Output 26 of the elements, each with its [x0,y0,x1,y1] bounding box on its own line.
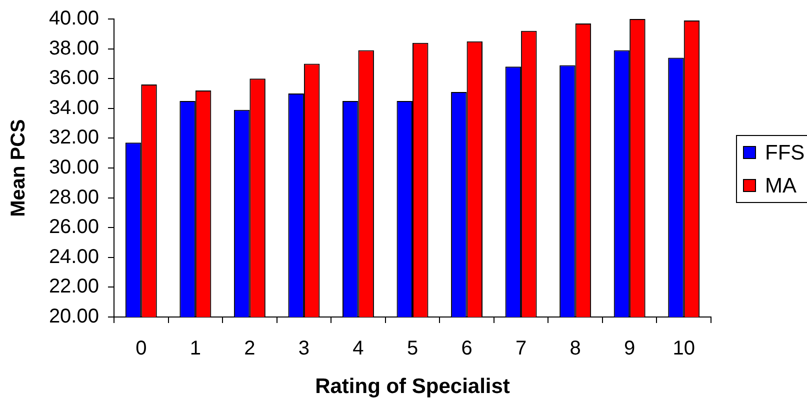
x-tick-label: 6 [461,338,472,360]
x-tick-label: 9 [624,338,636,360]
legend-label: FFS [765,141,805,164]
x-tick-label: 2 [244,338,256,360]
x-tick-label: 10 [672,338,695,360]
x-tick-label: 8 [570,338,581,360]
x-tick-label: 7 [515,338,527,360]
y-tick-label: 28.00 [48,186,99,208]
y-tick-label: 36.00 [48,67,99,90]
y-tick-label: 40.00 [48,8,99,30]
y-tick-label: 34.00 [48,96,99,119]
y-tick-label: 20.00 [48,306,99,328]
y-tick-label: 22.00 [48,276,99,298]
x-axis-title: Rating of Specialist [315,375,510,398]
x-tick-label: 0 [136,338,147,360]
y-tick-label: 32.00 [48,126,99,149]
x-tick-label: 4 [352,338,364,360]
y-axis-title: Mean PCS [8,119,30,217]
y-tick-label: 26.00 [48,216,99,238]
legend-label: MA [765,174,796,198]
x-tick-label: 3 [298,338,310,360]
y-tick-label: 38.00 [48,37,99,60]
y-tick-label: 30.00 [48,156,99,179]
x-tick-label: 1 [190,338,201,360]
x-tick-label: 5 [406,338,418,360]
y-tick-label: 24.00 [48,246,99,268]
